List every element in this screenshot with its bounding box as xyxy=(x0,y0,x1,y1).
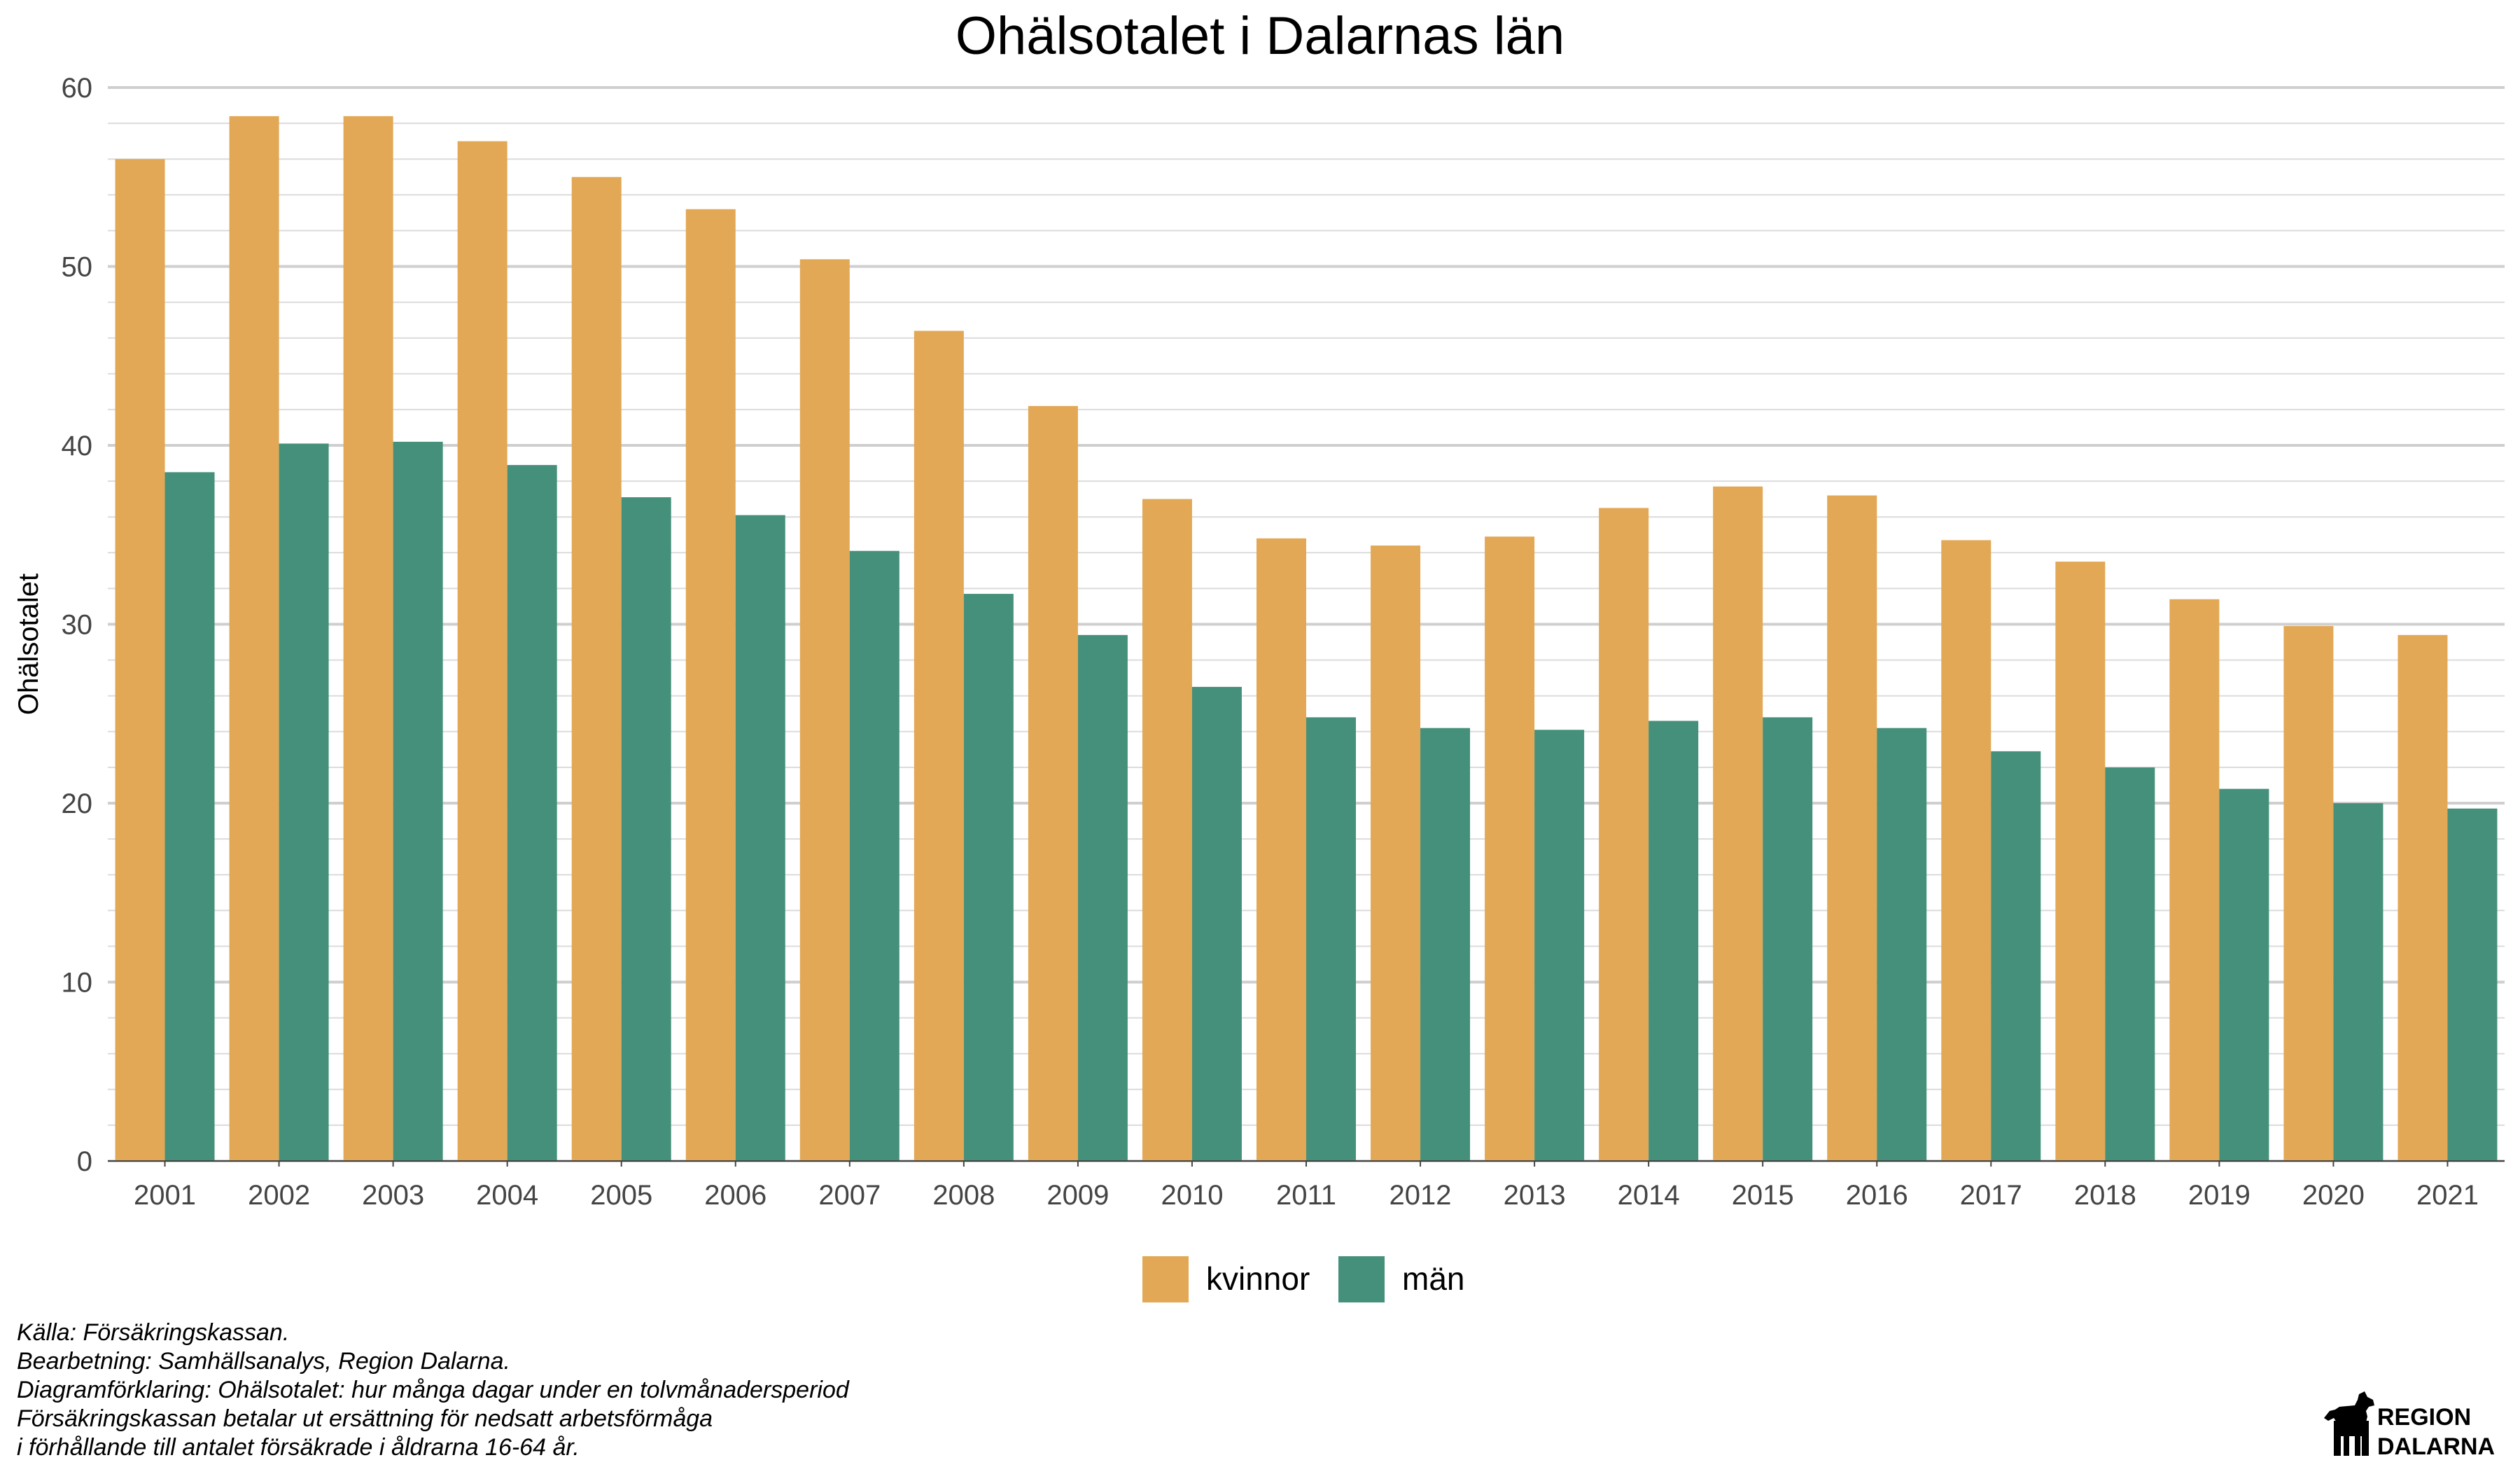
bar-kvinnor-2003 xyxy=(343,116,393,1161)
bar-kvinnor-2008 xyxy=(913,331,964,1162)
bar-män-2015 xyxy=(1763,717,1813,1161)
x-tick-label: 2003 xyxy=(362,1180,424,1211)
chart-title: Ohälsotalet i Dalarnas län xyxy=(955,6,1564,66)
bar-kvinnor-2015 xyxy=(1713,486,1763,1161)
bar-män-2017 xyxy=(1991,751,2041,1161)
bar-kvinnor-2020 xyxy=(2283,626,2334,1161)
bar-kvinnor-2013 xyxy=(1485,536,1535,1161)
x-tick-label: 2013 xyxy=(1504,1180,1566,1211)
bar-män-2019 xyxy=(2219,788,2269,1161)
bar-kvinnor-2002 xyxy=(229,116,279,1161)
x-tick-label: 2015 xyxy=(1732,1180,1794,1211)
x-tick-label: 2009 xyxy=(1046,1180,1109,1211)
dalahorse-icon xyxy=(2324,1391,2374,1456)
bar-kvinnor-2011 xyxy=(1256,538,1306,1161)
bar-kvinnor-2005 xyxy=(571,176,622,1161)
bar-män-2014 xyxy=(1648,721,1699,1161)
bar-män-2005 xyxy=(621,497,671,1161)
bar-kvinnor-2021 xyxy=(2398,634,2448,1161)
y-tick-label: 60 xyxy=(62,73,93,104)
caption-explanation-3: i förhållande till antalet försäkrade i … xyxy=(17,1434,580,1461)
bar-män-2004 xyxy=(507,465,557,1161)
bar-män-2006 xyxy=(735,515,785,1161)
x-tick-label: 2014 xyxy=(1618,1180,1680,1211)
bar-kvinnor-2016 xyxy=(1827,495,1877,1161)
logo-line-2: DALARNA xyxy=(2377,1433,2495,1460)
y-tick-label: 10 xyxy=(62,968,93,999)
legend: kvinnor män xyxy=(1142,1256,1464,1302)
x-tick-label: 2004 xyxy=(476,1180,538,1211)
x-tick-label: 2018 xyxy=(2074,1180,2136,1211)
x-tick-label: 2020 xyxy=(2302,1180,2365,1211)
bar-kvinnor-2017 xyxy=(1941,540,1991,1161)
bar-män-2013 xyxy=(1534,730,1585,1161)
legend-label-män: män xyxy=(1402,1260,1464,1297)
bar-kvinnor-2006 xyxy=(685,209,736,1161)
y-axis-label: Ohälsotalet xyxy=(13,573,44,715)
x-tick-label: 2012 xyxy=(1390,1180,1452,1211)
y-tick-label: 0 xyxy=(77,1146,92,1177)
x-tick-label: 2010 xyxy=(1161,1180,1223,1211)
x-tick-label: 2008 xyxy=(932,1180,995,1211)
x-tick-label: 2019 xyxy=(2188,1180,2250,1211)
caption-explanation-2: Försäkringskassan betalar ut ersättning … xyxy=(17,1405,713,1432)
caption: Källa: Försäkringskassan. Bearbetning: S… xyxy=(17,1319,849,1462)
bar-män-2016 xyxy=(1877,728,1927,1161)
caption-processing: Bearbetning: Samhällsanalys, Region Dala… xyxy=(17,1348,510,1375)
y-tick-label: 20 xyxy=(62,788,93,819)
y-tick-label: 30 xyxy=(62,610,93,641)
x-tick-label: 2002 xyxy=(248,1180,310,1211)
bar-män-2011 xyxy=(1306,717,1356,1161)
bar-män-2018 xyxy=(2105,767,2155,1161)
legend-swatch-kvinnor xyxy=(1142,1256,1189,1302)
bar-kvinnor-2009 xyxy=(1028,405,1078,1161)
axes: 0 10 20 30 40 50 60 2001 2002 2003 2004 2005 2006 200… xyxy=(62,73,2505,1211)
x-tick-label: 2011 xyxy=(1276,1180,1336,1211)
bar-kvinnor-2012 xyxy=(1371,545,1421,1161)
bars xyxy=(115,116,2498,1162)
x-tick-label: 2005 xyxy=(590,1180,652,1211)
x-tick-label: 2007 xyxy=(818,1180,881,1211)
y-tick-label: 40 xyxy=(62,431,93,461)
bar-män-2009 xyxy=(1077,634,1128,1161)
bar-kvinnor-2007 xyxy=(799,259,850,1161)
bar-kvinnor-2014 xyxy=(1599,508,1649,1161)
bar-kvinnor-2004 xyxy=(457,141,507,1161)
bar-män-2002 xyxy=(279,443,329,1161)
legend-swatch-män xyxy=(1338,1256,1385,1302)
x-tick-label: 2006 xyxy=(704,1180,766,1211)
bar-män-2012 xyxy=(1420,728,1471,1161)
x-tick-label: 2016 xyxy=(1846,1180,1908,1211)
bar-kvinnor-2010 xyxy=(1142,499,1192,1161)
bar-män-2003 xyxy=(393,441,443,1161)
logo-line-1: REGION xyxy=(2377,1404,2471,1431)
caption-source: Källa: Försäkringskassan. xyxy=(17,1319,290,1346)
bar-män-2010 xyxy=(1191,686,1242,1161)
region-dalarna-logo: REGION DALARNA xyxy=(2323,1390,2506,1463)
x-tick-label: 2017 xyxy=(1960,1180,2022,1211)
legend-label-kvinnor: kvinnor xyxy=(1206,1260,1310,1297)
bar-kvinnor-2019 xyxy=(2169,599,2220,1161)
x-tick-label: 2001 xyxy=(134,1180,196,1211)
bar-män-2008 xyxy=(963,594,1014,1161)
bar-kvinnor-2001 xyxy=(115,159,165,1162)
bar-män-2021 xyxy=(2447,808,2498,1161)
caption-explanation-1: Diagramförklaring: Ohälsotalet: hur mång… xyxy=(17,1377,849,1403)
y-tick-label: 50 xyxy=(62,252,93,283)
bar-kvinnor-2018 xyxy=(2055,562,2106,1161)
bar-män-2007 xyxy=(849,550,899,1161)
x-tick-label: 2021 xyxy=(2416,1180,2479,1211)
bar-män-2020 xyxy=(2333,803,2384,1161)
bar-män-2001 xyxy=(164,472,215,1161)
